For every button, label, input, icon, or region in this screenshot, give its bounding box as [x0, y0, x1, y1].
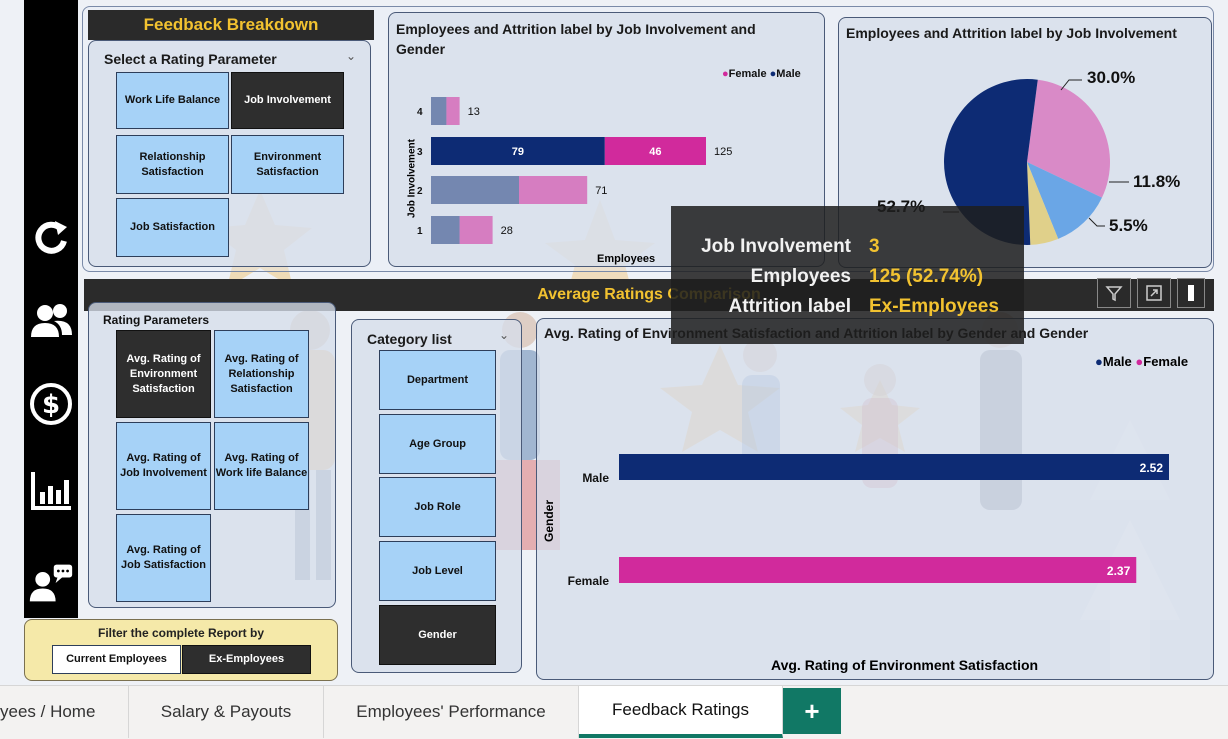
refresh-icon[interactable] — [28, 214, 74, 260]
y-tick-label: 1 — [417, 226, 423, 237]
tooltip-label-job-involvement: Job Involvement — [701, 236, 851, 257]
bar-male — [431, 216, 460, 244]
more-options-icon[interactable] — [1177, 278, 1205, 308]
feedback-breakdown-title: Feedback Breakdown — [88, 10, 374, 40]
y-tick-label: 4 — [417, 107, 423, 118]
feedback-chat-icon[interactable] — [28, 560, 74, 606]
tab-feedback-ratings[interactable]: Feedback Ratings — [579, 686, 783, 738]
data-label-female: 2.37 — [1107, 564, 1131, 578]
filter-ex-employees[interactable]: Ex-Employees — [182, 645, 311, 674]
x-axis-label: Avg. Rating of Environment Satisfaction — [771, 657, 1039, 673]
tab-salary-payouts[interactable]: Salary & Payouts — [129, 686, 324, 738]
hbar-female — [619, 557, 1137, 583]
svg-text:$: $ — [42, 390, 60, 420]
x-axis-label: Employees — [597, 253, 656, 265]
chart-legend: ●Female ●Male — [722, 68, 801, 80]
bar-female — [459, 216, 493, 244]
tooltip-label-attrition: Attrition label — [728, 296, 851, 317]
report-filter-title: Filter the complete Report by — [97, 626, 265, 640]
tooltip-value-attrition: Ex-Employees — [869, 296, 999, 317]
data-label-male: 79 — [512, 146, 524, 158]
rating-option-work-life-balance[interactable]: Work Life Balance — [116, 72, 229, 129]
slicer-title: Select a Rating Parameter — [104, 51, 277, 67]
y-tick-label: Female — [568, 574, 610, 588]
hbar-legend: ●Male ●Female — [1095, 354, 1189, 369]
chevron-down-icon[interactable]: ⌄ — [345, 49, 356, 63]
bar-female — [519, 176, 588, 204]
report-canvas: $ Feedback Breakdown Select a Rating Par… — [0, 0, 1228, 685]
y-tick-label: 3 — [417, 147, 423, 158]
bar-male — [431, 137, 605, 165]
job-involvement-gender-chart[interactable]: Employees and Attrition label by Job Inv… — [388, 12, 825, 267]
data-label-female: 46 — [649, 146, 661, 158]
tab-employees-home[interactable]: yees / Home — [0, 686, 129, 738]
report-page-tabs: yees / Home Salary & Payouts Employees' … — [0, 685, 1228, 739]
rating-option-job-satisfaction[interactable]: Job Satisfaction — [116, 198, 229, 257]
rating-option-relationship-satisfaction[interactable]: Relationship Satisfaction — [116, 135, 229, 194]
data-label-total: 125 — [714, 146, 732, 158]
pie-title: Employees and Attrition label by Job Inv… — [846, 25, 1177, 41]
pie-slice — [1027, 79, 1110, 198]
rating-parameters-title: Rating Parameters — [103, 313, 210, 327]
pie-chart-plot: 30.0%11.8%5.5%52.7% — [877, 68, 1180, 245]
rating-option-job-involvement[interactable]: Job Involvement — [231, 72, 344, 129]
param-relationship-satisfaction[interactable]: Avg. Rating of Relationship Satisfaction — [214, 330, 309, 418]
param-job-satisfaction[interactable]: Avg. Rating of Job Satisfaction — [116, 514, 211, 602]
pie-data-label: 11.8% — [1133, 172, 1180, 191]
data-label-total: 71 — [595, 185, 607, 197]
category-list-title: Category list — [367, 331, 452, 347]
hbar-chart-plot: Male 2.52 Female 2.37 — [568, 454, 1169, 588]
bar-female — [604, 137, 706, 165]
legend-male: Male — [776, 68, 801, 80]
chart-tooltip: Job Involvement 3 Employees 125 (52.74%)… — [671, 206, 1024, 344]
pie-data-label: 30.0% — [1087, 68, 1135, 87]
bar-female — [446, 97, 460, 125]
tooltip-value-job-involvement: 3 — [869, 236, 880, 257]
category-gender[interactable]: Gender — [379, 605, 496, 665]
chart-title: Employees and Attrition label by Job Inv… — [396, 21, 756, 57]
salary-dollar-icon[interactable]: $ — [28, 381, 74, 427]
pie-leader-line — [1060, 79, 1082, 91]
pie-slice — [1027, 162, 1102, 239]
filter-current-employees[interactable]: Current Employees — [52, 645, 181, 674]
legend-male: Male — [1102, 354, 1132, 369]
category-department[interactable]: Department — [379, 350, 496, 410]
param-job-involvement[interactable]: Avg. Rating of Job Involvement — [116, 422, 211, 510]
performance-chart-icon[interactable] — [28, 467, 74, 513]
legend-female: Female — [1143, 354, 1189, 369]
category-age-group[interactable]: Age Group — [379, 414, 496, 474]
pie-slice — [1027, 162, 1059, 245]
chevron-down-icon[interactable]: ⌄ — [498, 328, 509, 342]
param-environment-satisfaction[interactable]: Avg. Rating of Environment Satisfaction — [116, 330, 211, 418]
job-involvement-pie-chart[interactable]: Employees and Attrition label by Job Inv… — [838, 17, 1212, 268]
hbar-male — [619, 454, 1169, 480]
category-job-role[interactable]: Job Role — [379, 477, 496, 537]
data-label-total: 13 — [468, 106, 480, 118]
tab-employees-performance[interactable]: Employees' Performance — [324, 686, 579, 738]
data-label-male: 2.52 — [1140, 461, 1164, 475]
y-tick-label: 2 — [417, 186, 423, 197]
rating-option-environment-satisfaction[interactable]: Environment Satisfaction — [231, 135, 344, 194]
avg-rating-gender-chart[interactable]: Avg. Rating of Environment Satisfaction … — [536, 318, 1214, 680]
pie-leader-line — [1088, 217, 1105, 227]
bar-chart-plot: 4 13 3 79 46 125 2 71 1 28 — [417, 97, 732, 244]
data-label-total: 28 — [501, 225, 513, 237]
employees-icon[interactable] — [28, 298, 74, 344]
tooltip-value-employees: 125 (52.74%) — [869, 266, 984, 287]
filter-icon[interactable] — [1097, 278, 1131, 308]
y-tick-label: Male — [582, 471, 609, 485]
pie-slice — [944, 79, 1038, 245]
category-job-level[interactable]: Job Level — [379, 541, 496, 601]
add-page-button[interactable]: + — [783, 688, 841, 734]
focus-mode-icon[interactable] — [1137, 278, 1171, 308]
pie-data-label: 5.5% — [1109, 216, 1148, 235]
bar-male — [431, 97, 447, 125]
bar-male — [431, 176, 519, 204]
navigation-sidebar: $ — [24, 0, 78, 618]
legend-female: Female — [728, 68, 767, 80]
param-work-life-balance[interactable]: Avg. Rating of Work life Balance — [214, 422, 309, 510]
tooltip-label-employees: Employees — [750, 266, 851, 287]
